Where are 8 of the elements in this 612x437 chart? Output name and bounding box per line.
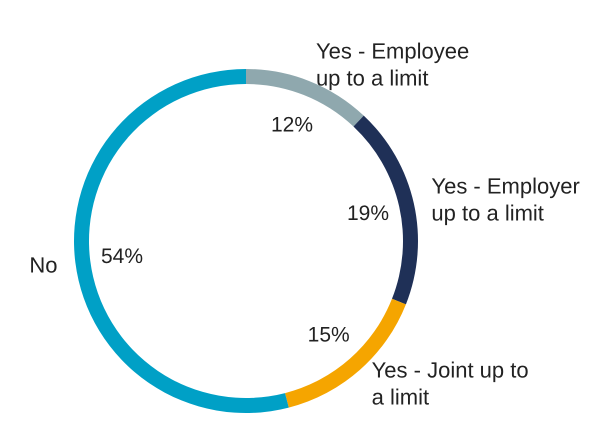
slice-label: No xyxy=(29,252,58,278)
slice-label: Yes - Employee up to a limit xyxy=(316,38,476,90)
data-label: 54% xyxy=(100,245,143,268)
data-label: 15% xyxy=(308,323,350,346)
slice-label: Yes - Employer up to a limit xyxy=(431,174,586,226)
slice-label: Yes - Joint up to a limit xyxy=(372,358,535,410)
data-label: 12% xyxy=(271,113,314,136)
data-label: 19% xyxy=(346,202,390,226)
